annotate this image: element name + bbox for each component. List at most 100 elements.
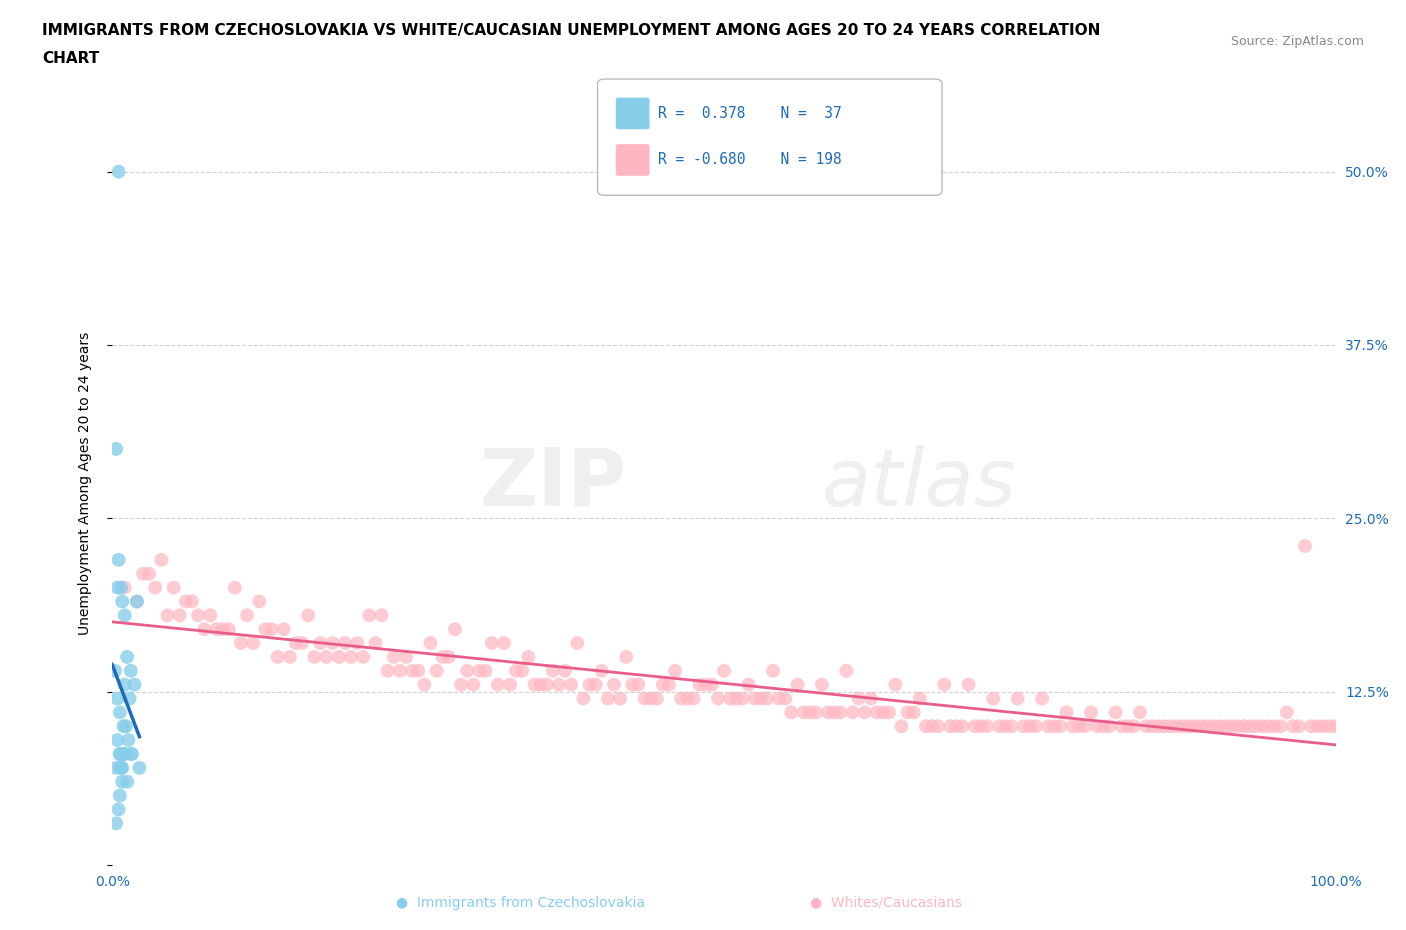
Point [291, 635, 314, 650]
Text: IMMIGRANTS FROM CZECHOSLOVAKIA VS WHITE/CAUCASIAN UNEMPLOYMENT AMONG AGES 20 TO : IMMIGRANTS FROM CZECHOSLOVAKIA VS WHITE/… [42, 23, 1101, 38]
Point [786, 677, 808, 692]
Point [853, 705, 876, 720]
Point [866, 705, 889, 720]
Point [395, 649, 418, 664]
Text: CHART: CHART [42, 51, 100, 66]
Point [823, 705, 845, 720]
Point [108, 788, 131, 803]
Point [1092, 719, 1115, 734]
Point [725, 691, 748, 706]
Point [224, 580, 246, 595]
Point [444, 622, 467, 637]
Point [945, 719, 967, 734]
Point [1251, 719, 1274, 734]
Point [695, 677, 717, 692]
Point [1184, 719, 1206, 734]
Point [957, 677, 980, 692]
Point [523, 677, 546, 692]
Point [111, 761, 134, 776]
Point [934, 677, 956, 692]
Point [110, 761, 132, 776]
Point [609, 691, 631, 706]
Point [541, 663, 564, 678]
Point [108, 747, 131, 762]
Point [315, 649, 337, 664]
Point [108, 705, 131, 720]
Point [1129, 705, 1152, 720]
Point [652, 677, 675, 692]
Point [1202, 719, 1225, 734]
Point [749, 691, 772, 706]
Point [1189, 719, 1212, 734]
Point [359, 608, 381, 623]
Point [104, 663, 127, 678]
Point [1104, 705, 1126, 720]
Point [266, 649, 288, 664]
Point [1282, 719, 1305, 734]
Point [125, 594, 148, 609]
Point [499, 677, 522, 692]
Point [377, 663, 399, 678]
Point [572, 691, 595, 706]
Point [181, 594, 204, 609]
Point [554, 663, 576, 678]
Point [114, 677, 136, 692]
Point [309, 635, 332, 650]
Point [567, 635, 589, 650]
Point [193, 622, 215, 637]
Point [118, 691, 141, 706]
Point [105, 816, 128, 830]
Point [124, 677, 146, 692]
Point [463, 677, 485, 692]
Point [121, 747, 143, 762]
Point [848, 691, 870, 706]
Point [132, 566, 155, 581]
Point [915, 719, 938, 734]
Point [1056, 705, 1078, 720]
Text: ●  Whites/Caucasians: ● Whites/Caucasians [810, 896, 962, 910]
Point [591, 663, 613, 678]
Point [1166, 719, 1188, 734]
Text: atlas: atlas [823, 445, 1017, 523]
Point [633, 691, 655, 706]
Point [1038, 719, 1060, 734]
Point [1233, 719, 1256, 734]
Point [205, 622, 228, 637]
Point [273, 622, 295, 637]
Point [835, 663, 858, 678]
Point [1062, 719, 1084, 734]
Point [1197, 719, 1219, 734]
Point [560, 677, 582, 692]
Point [817, 705, 839, 720]
Point [645, 691, 668, 706]
Point [658, 677, 681, 692]
Point [450, 677, 472, 692]
Point [432, 649, 454, 664]
Point [218, 622, 240, 637]
Point [333, 635, 356, 650]
Point [105, 761, 128, 776]
Point [413, 677, 436, 692]
Point [1178, 719, 1201, 734]
Point [700, 677, 723, 692]
Point [1215, 719, 1237, 734]
Point [105, 442, 128, 457]
Point [114, 608, 136, 623]
Y-axis label: Unemployment Among Ages 20 to 24 years: Unemployment Among Ages 20 to 24 years [77, 332, 91, 635]
Point [120, 747, 142, 762]
Point [340, 649, 363, 664]
Point [768, 691, 790, 706]
Point [107, 552, 129, 567]
Point [114, 747, 136, 762]
Point [297, 608, 319, 623]
Point [156, 608, 179, 623]
Point [872, 705, 894, 720]
Point [877, 705, 900, 720]
Point [401, 663, 423, 678]
Point [260, 622, 283, 637]
Point [548, 677, 571, 692]
Point [596, 691, 619, 706]
Point [1226, 719, 1249, 734]
Point [1122, 719, 1144, 734]
Point [426, 663, 449, 678]
